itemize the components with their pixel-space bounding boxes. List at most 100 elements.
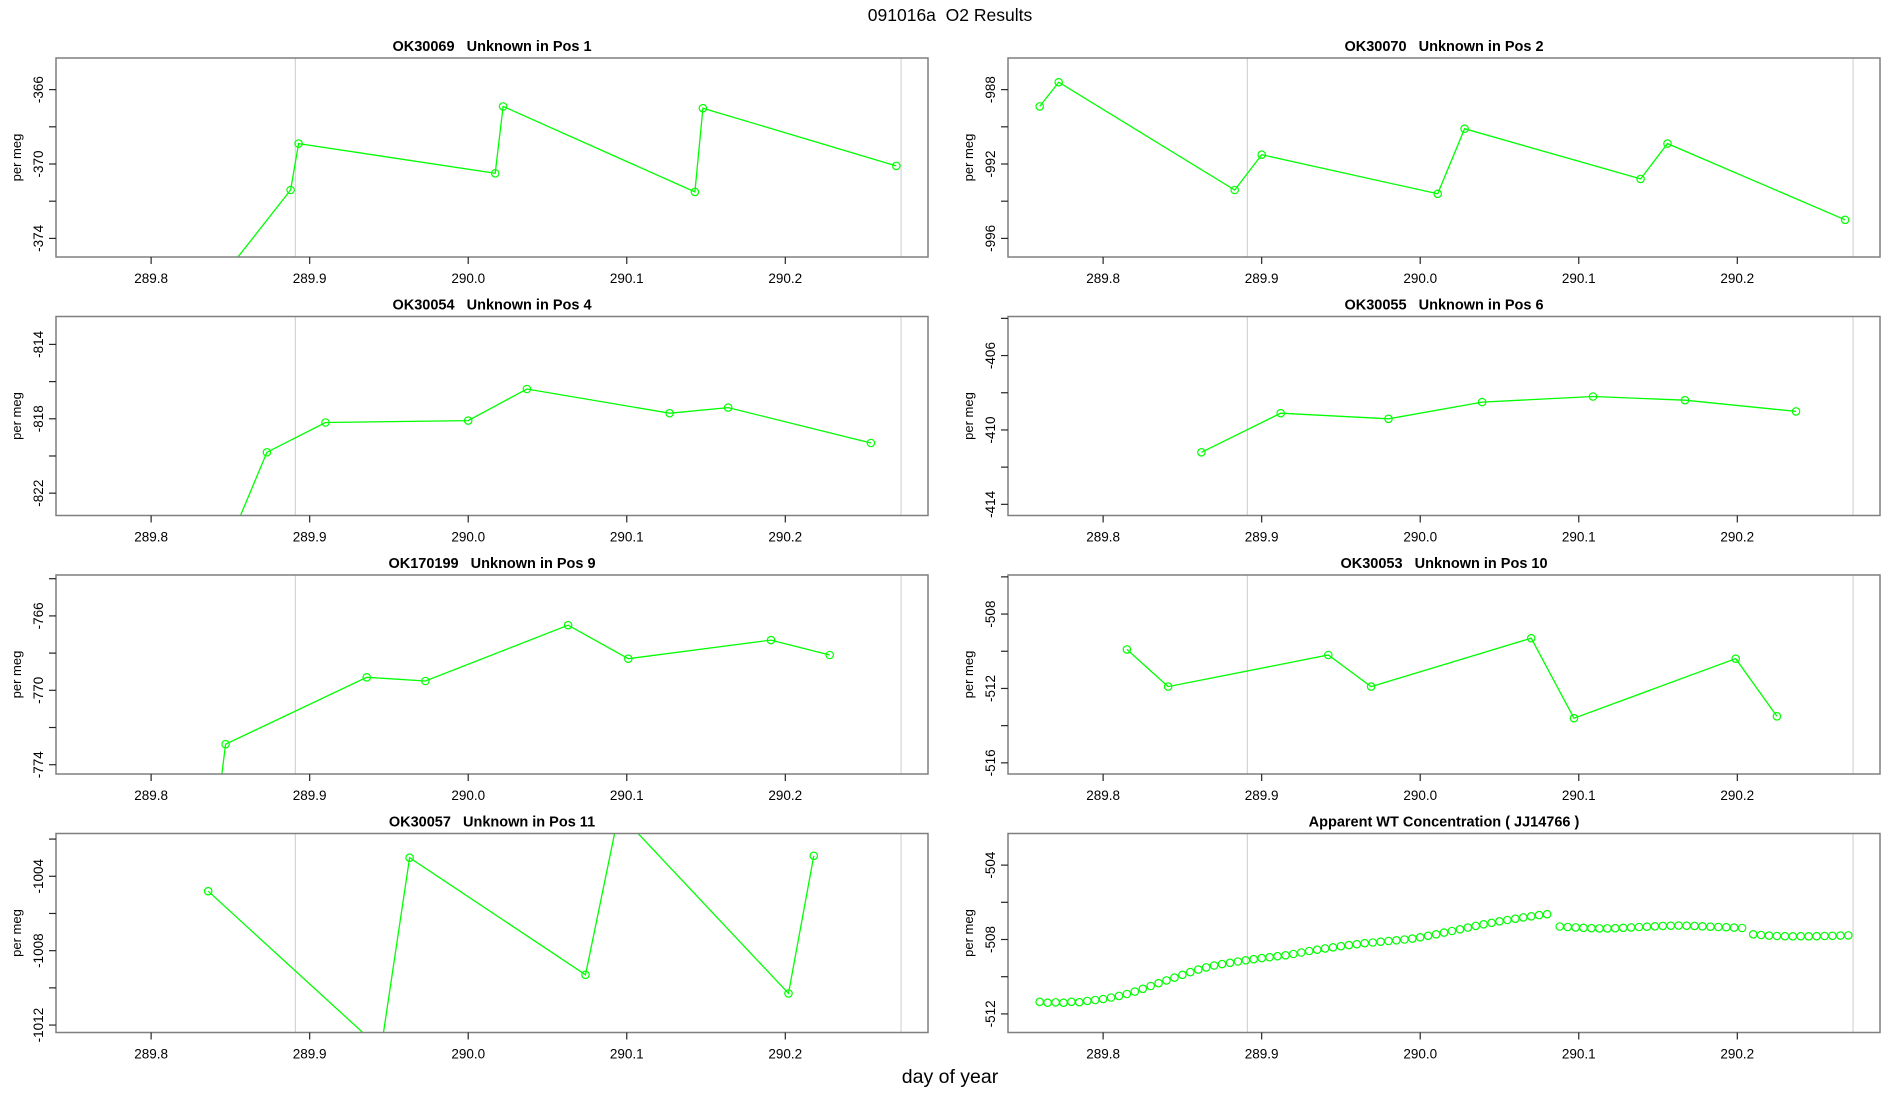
y-tick-label: -512 bbox=[983, 675, 998, 702]
subplot: 289.8 289.9 290.0 290.1 290.2 -516 -512 -508 per… bbox=[961, 556, 1881, 803]
data-point-marker bbox=[1439, 928, 1449, 937]
data-point-marker bbox=[1828, 931, 1837, 941]
data-point-marker bbox=[1043, 998, 1052, 1008]
x-axis-label: day of year bbox=[901, 1066, 999, 1088]
data-point-marker bbox=[1495, 916, 1504, 926]
data-point-marker bbox=[1563, 922, 1573, 932]
x-tick-label: 290.0 bbox=[451, 271, 485, 286]
x-tick-label: 290.2 bbox=[768, 271, 802, 286]
data-point-marker bbox=[1249, 954, 1259, 964]
data-point-marker bbox=[377, 1046, 384, 1053]
x-tick-label: 290.0 bbox=[451, 530, 485, 545]
y-tick-label: -992 bbox=[983, 150, 998, 177]
data-point-marker bbox=[1225, 958, 1235, 968]
y-axis-label: per meg bbox=[961, 134, 976, 182]
data-point-marker bbox=[1289, 949, 1298, 959]
subplot: 289.8 289.9 290.0 290.1 290.2 -1012 -1008 -1004… bbox=[9, 815, 929, 1062]
data-point-marker bbox=[1431, 929, 1441, 939]
data-point-marker bbox=[1463, 923, 1473, 932]
x-tick-label: 290.1 bbox=[1562, 530, 1596, 545]
data-point-marker bbox=[1368, 938, 1378, 947]
data-point-marker bbox=[1392, 935, 1401, 945]
data-point-marker bbox=[623, 654, 633, 664]
x-tick-label: 290.1 bbox=[1562, 1047, 1596, 1062]
data-point-marker bbox=[321, 418, 330, 427]
x-tick-label: 290.2 bbox=[768, 788, 802, 803]
x-tick-label: 289.8 bbox=[1086, 788, 1120, 803]
data-point-marker bbox=[1571, 923, 1580, 932]
data-point-marker bbox=[211, 283, 218, 290]
x-tick-label: 290.2 bbox=[1720, 530, 1754, 545]
data-point-marker bbox=[1650, 921, 1660, 931]
data-point-marker bbox=[1344, 940, 1354, 950]
data-point-marker bbox=[1230, 185, 1240, 195]
x-tick-label: 290.0 bbox=[1403, 271, 1437, 286]
y-tick-label: -504 bbox=[983, 851, 998, 879]
x-tick-label: 289.9 bbox=[1245, 1047, 1279, 1062]
data-point-marker bbox=[1610, 923, 1620, 933]
y-axis-label: per meg bbox=[9, 392, 24, 440]
y-axis-label: per meg bbox=[9, 909, 24, 957]
x-tick-label: 289.9 bbox=[1245, 271, 1279, 286]
data-point-marker bbox=[1122, 645, 1132, 654]
data-point-marker bbox=[1059, 998, 1068, 1008]
data-point-marker bbox=[1526, 911, 1536, 921]
data-point-marker bbox=[1186, 967, 1195, 977]
y-tick-label: -370 bbox=[31, 150, 46, 177]
y-tick-label: -508 bbox=[983, 926, 998, 953]
data-point-marker bbox=[1721, 922, 1731, 932]
x-tick-label: 289.9 bbox=[293, 1047, 327, 1062]
x-tick-label: 290.0 bbox=[451, 788, 485, 803]
subplot-title: OK30055 Unknown in Pos 6 bbox=[1344, 298, 1543, 314]
data-series bbox=[1035, 77, 1850, 225]
data-point-marker bbox=[1642, 922, 1652, 932]
plot-frame bbox=[55, 574, 929, 775]
data-line bbox=[1039, 81, 1846, 221]
data-point-marker bbox=[1455, 924, 1465, 934]
y-tick-label: -766 bbox=[31, 602, 46, 629]
data-point-marker bbox=[1636, 174, 1645, 184]
data-point-marker bbox=[1035, 102, 1045, 111]
data-point-marker bbox=[221, 739, 230, 749]
x-tick-label: 290.2 bbox=[1720, 271, 1754, 286]
data-point-marker bbox=[1526, 633, 1536, 643]
data-line bbox=[1201, 395, 1797, 453]
data-point-marker bbox=[1729, 923, 1739, 932]
x-tick-label: 290.0 bbox=[1403, 1047, 1437, 1062]
data-point-marker bbox=[1487, 918, 1496, 928]
data-point-marker bbox=[1384, 936, 1393, 946]
data-point-marker bbox=[1276, 408, 1286, 418]
data-point-marker bbox=[1163, 682, 1173, 691]
x-tick-label: 290.0 bbox=[1403, 788, 1437, 803]
x-tick-label: 289.9 bbox=[293, 271, 327, 286]
data-point-marker bbox=[723, 403, 733, 412]
subplot-title: Apparent WT Concentration ( JJ14766 ) bbox=[1309, 815, 1580, 831]
x-tick-label: 289.9 bbox=[293, 530, 327, 545]
data-point-marker bbox=[866, 438, 876, 448]
data-point-marker bbox=[1534, 910, 1544, 920]
data-point-marker bbox=[227, 536, 234, 543]
data-point-marker bbox=[1748, 929, 1758, 939]
data-point-marker bbox=[1384, 414, 1393, 424]
y-tick-label: -774 bbox=[31, 751, 46, 779]
data-point-marker bbox=[1706, 922, 1715, 932]
plot-frame bbox=[1007, 57, 1881, 258]
data-point-marker bbox=[1579, 923, 1588, 933]
data-point-marker bbox=[1233, 957, 1243, 966]
y-axis-label: per meg bbox=[9, 651, 24, 699]
data-point-marker bbox=[1666, 921, 1676, 931]
data-point-marker bbox=[1162, 976, 1171, 985]
data-point-marker bbox=[1194, 965, 1203, 974]
data-point-marker bbox=[1820, 931, 1829, 941]
data-point-marker bbox=[1324, 650, 1333, 660]
x-tick-label: 290.1 bbox=[1562, 788, 1596, 803]
data-point-marker bbox=[1366, 682, 1376, 691]
subplot: 289.8 289.9 290.0 290.1 290.2 -996 -992 -988 per… bbox=[961, 39, 1881, 286]
x-tick-label: 290.1 bbox=[610, 1047, 644, 1062]
data-point-marker bbox=[203, 886, 213, 896]
data-point-marker bbox=[1569, 713, 1579, 723]
data-point-marker bbox=[1698, 921, 1707, 931]
data-point-marker bbox=[1626, 923, 1636, 932]
figure-title: 091016a O2 Results bbox=[867, 5, 1033, 25]
